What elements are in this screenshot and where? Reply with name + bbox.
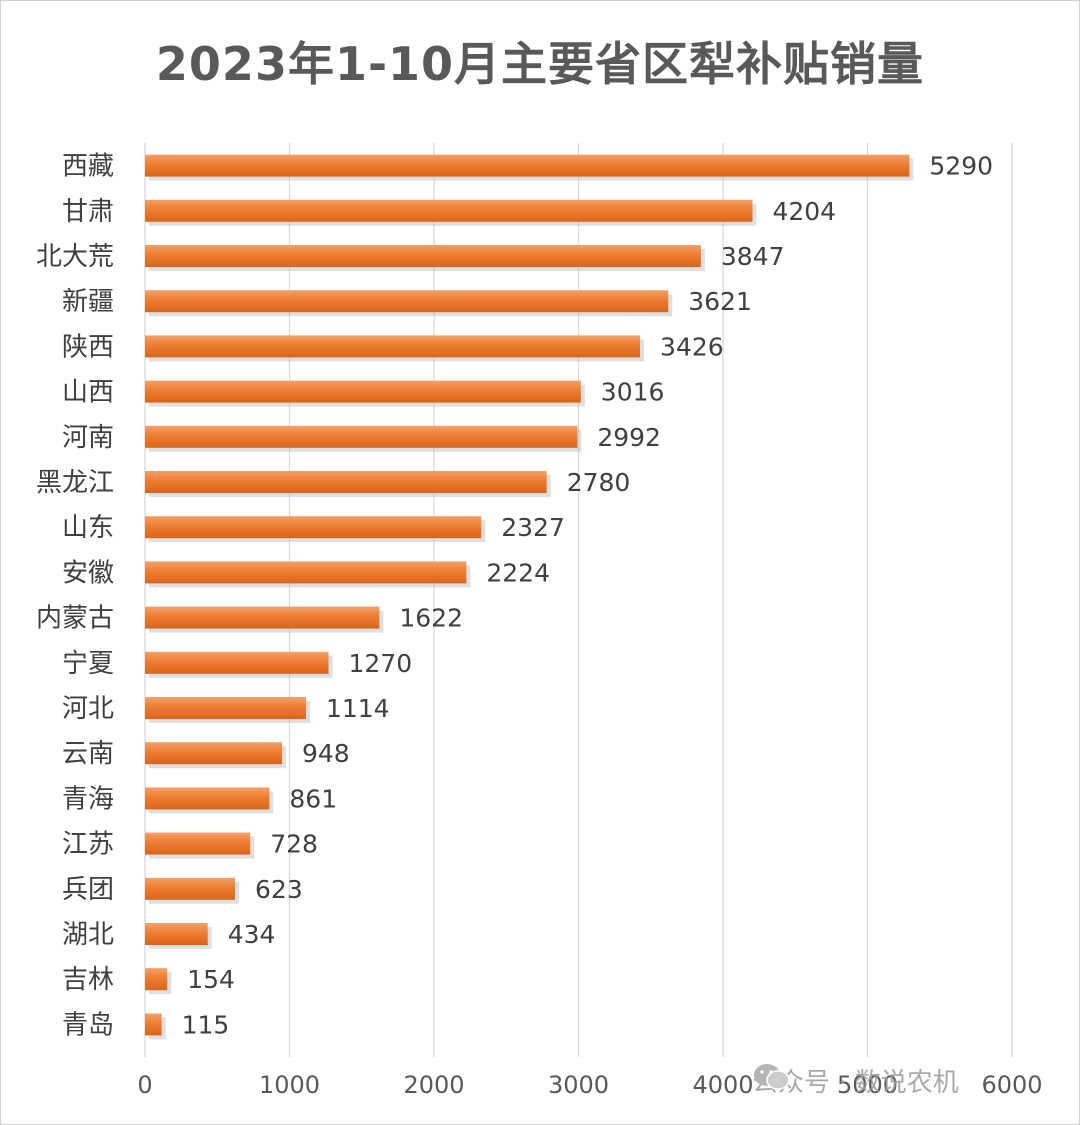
- data-label: 3621: [688, 287, 752, 316]
- category-label: 宁夏: [62, 649, 114, 679]
- bar: [145, 561, 467, 584]
- data-label: 3016: [601, 378, 665, 407]
- chart-title: 2023年1-10月主要省区犁补贴销量: [155, 37, 925, 91]
- bar: [145, 968, 168, 991]
- bar: [145, 425, 578, 448]
- bar: [145, 154, 910, 177]
- x-tick-label: 6000: [981, 1071, 1042, 1099]
- bar: [145, 245, 701, 267]
- data-label: 728: [270, 830, 318, 859]
- data-label: 2327: [501, 513, 565, 542]
- data-label: 2992: [597, 423, 661, 452]
- bar: [145, 877, 236, 900]
- x-tick-label: 2000: [403, 1071, 464, 1099]
- bar: [145, 380, 581, 403]
- data-label: 2224: [486, 558, 550, 587]
- data-label: 3426: [660, 332, 724, 361]
- category-label: 青岛: [62, 1010, 114, 1040]
- wechat-icon: [754, 1064, 790, 1090]
- category-label: 北大荒: [36, 242, 114, 272]
- bar: [145, 1013, 162, 1036]
- data-label: 1622: [399, 604, 463, 633]
- category-label: 湖北: [62, 920, 114, 950]
- category-label: 云南: [62, 739, 114, 769]
- bar: [145, 199, 753, 222]
- data-label: 3847: [721, 242, 785, 271]
- watermark: 公众号 · 数说农机: [752, 1062, 959, 1099]
- category-label: 黑龙江: [36, 468, 114, 498]
- bar: [145, 832, 251, 855]
- category-label: 河南: [62, 423, 114, 453]
- bar: [145, 787, 270, 810]
- category-label: 江苏: [62, 830, 114, 860]
- bar: [145, 516, 482, 539]
- bar: [145, 923, 208, 945]
- category-label: 山西: [62, 378, 114, 408]
- data-label: 623: [255, 875, 303, 904]
- data-label: 4204: [772, 197, 836, 226]
- x-tick-label: 4000: [692, 1071, 753, 1099]
- category-label: 陕西: [62, 332, 114, 362]
- data-label: 948: [302, 739, 350, 768]
- bar: [145, 697, 306, 719]
- bar: [145, 651, 329, 674]
- bar: [145, 606, 380, 629]
- data-label: 5290: [929, 152, 993, 181]
- category-label: 吉林: [62, 965, 114, 995]
- x-tick-label: 5000: [837, 1071, 898, 1099]
- data-label: 2780: [567, 468, 631, 497]
- category-label: 兵团: [62, 875, 114, 905]
- category-label: 内蒙古: [36, 604, 114, 634]
- data-label: 861: [289, 784, 337, 813]
- category-label: 河北: [62, 694, 114, 724]
- data-label: 115: [182, 1010, 230, 1039]
- category-label: 青海: [62, 784, 114, 814]
- data-label: 434: [228, 920, 276, 949]
- data-label: 1270: [349, 649, 413, 678]
- bar: [145, 290, 669, 313]
- x-tick-label: 1000: [259, 1071, 320, 1099]
- category-label: 山东: [62, 513, 114, 543]
- bar: [145, 742, 282, 765]
- bar: [145, 335, 641, 358]
- category-label: 安徽: [62, 558, 114, 588]
- data-label: 154: [187, 965, 235, 994]
- bar: [145, 471, 547, 493]
- category-label: 西藏: [62, 152, 114, 182]
- data-label: 1114: [326, 694, 390, 723]
- category-label: 甘肃: [62, 197, 114, 227]
- x-tick-label: 0: [137, 1071, 152, 1099]
- x-tick-label: 3000: [548, 1071, 609, 1099]
- category-label: 新疆: [62, 287, 114, 317]
